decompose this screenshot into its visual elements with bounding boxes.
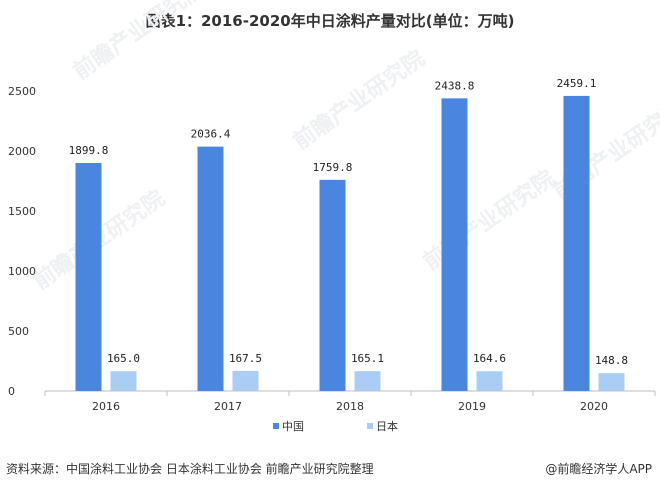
bar-china-2019 <box>441 98 468 392</box>
bar-japan-2016 <box>110 371 137 391</box>
bar-china-2016 <box>75 163 102 391</box>
data-label-japan-2020: 148.8 <box>595 354 628 367</box>
data-label-japan-2016: 165.0 <box>107 352 140 365</box>
data-label-japan-2017: 167.5 <box>229 352 262 365</box>
data-label-japan-2018: 165.1 <box>351 352 384 365</box>
bar-japan-2017 <box>232 370 259 391</box>
y-tick-label-2000: 2000 <box>8 145 36 158</box>
y-tick-label-2500: 2500 <box>8 85 36 98</box>
legend-label-china: 中国 <box>282 420 304 433</box>
source-note: 资料来源：中国涂料工业协会 日本涂料工业协会 前瞻产业研究院整理 <box>6 462 374 476</box>
y-tick-label-0: 0 <box>8 385 15 398</box>
legend-swatch-japan <box>367 423 373 429</box>
bar-japan-2019 <box>476 371 503 391</box>
watermark-2: 前瞻产业研究院 <box>289 45 430 155</box>
legend-swatch-china <box>273 423 279 429</box>
data-label-china-2017: 2036.4 <box>191 128 231 141</box>
legend-label-japan: 日本 <box>376 419 398 433</box>
bar-japan-2020 <box>598 373 625 391</box>
x-tick-label-2016: 2016 <box>92 400 120 413</box>
y-tick-label-500: 500 <box>8 325 29 338</box>
data-label-china-2018: 1759.8 <box>313 161 353 174</box>
data-label-china-2016: 1899.8 <box>69 144 109 157</box>
bar-china-2018 <box>319 179 346 391</box>
x-tick-label-2020: 2020 <box>580 400 608 413</box>
bar-japan-2018 <box>354 371 381 391</box>
watermark-4: 前瞻产业研究院 <box>419 165 560 275</box>
y-tick-label-1500: 1500 <box>8 205 36 218</box>
chart-title: 图表1：2016-2020年中日涂料产量对比(单位：万吨) <box>145 12 515 30</box>
bar-china-2020 <box>563 95 590 392</box>
watermark-1: 前瞻产业研究院 <box>69 0 210 85</box>
data-label-china-2019: 2438.8 <box>435 79 475 92</box>
x-tick-label-2018: 2018 <box>336 400 364 413</box>
x-tick-label-2017: 2017 <box>214 400 242 413</box>
bar-china-2017 <box>197 146 224 391</box>
data-label-china-2020: 2459.1 <box>557 77 597 90</box>
y-tick-label-1000: 1000 <box>8 265 36 278</box>
x-tick-label-2019: 2019 <box>458 400 486 413</box>
data-label-japan-2019: 164.6 <box>473 352 506 365</box>
brand-credit: @前瞻经济学人APP <box>545 462 652 476</box>
